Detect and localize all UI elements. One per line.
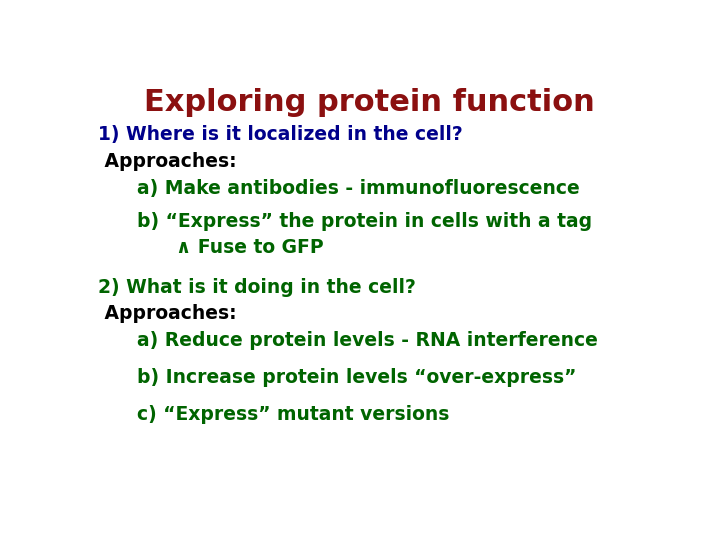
- Text: ∧ Fuse to GFP: ∧ Fuse to GFP: [98, 238, 323, 257]
- Text: a) Reduce protein levels - RNA interference: a) Reduce protein levels - RNA interfere…: [98, 331, 598, 350]
- Text: 1) Where is it localized in the cell?: 1) Where is it localized in the cell?: [98, 125, 462, 144]
- Text: 2) What is it doing in the cell?: 2) What is it doing in the cell?: [98, 278, 415, 296]
- Text: Exploring protein function: Exploring protein function: [143, 87, 595, 117]
- Text: c) “Express” mutant versions: c) “Express” mutant versions: [98, 405, 449, 424]
- Text: b) “Express” the protein in cells with a tag: b) “Express” the protein in cells with a…: [98, 212, 592, 232]
- Text: Approaches:: Approaches:: [98, 304, 236, 323]
- Text: Approaches:: Approaches:: [98, 152, 236, 171]
- Text: b) Increase protein levels “over-express”: b) Increase protein levels “over-express…: [98, 368, 576, 387]
- Text: a) Make antibodies - immunofluorescence: a) Make antibodies - immunofluorescence: [98, 179, 580, 198]
